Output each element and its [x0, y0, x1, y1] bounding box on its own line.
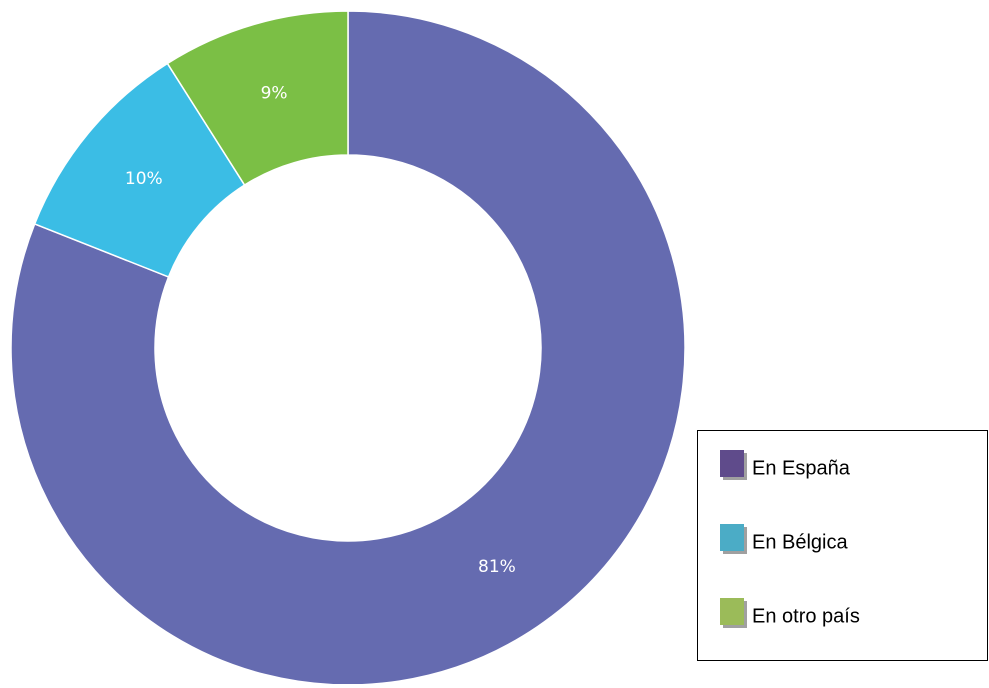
legend-swatch: [720, 598, 744, 625]
slice-label: 81%: [478, 557, 516, 577]
slice: [166, 10, 349, 187]
legend-swatch: [720, 450, 744, 477]
legend-label: En otro país: [752, 605, 860, 627]
slice-label: 10%: [125, 169, 163, 189]
legend-label: En España: [752, 457, 851, 479]
legend-swatch: [720, 524, 744, 551]
slice-label: 9%: [261, 84, 288, 104]
legend-label: En Bélgica: [752, 531, 848, 553]
slice: [10, 10, 686, 686]
